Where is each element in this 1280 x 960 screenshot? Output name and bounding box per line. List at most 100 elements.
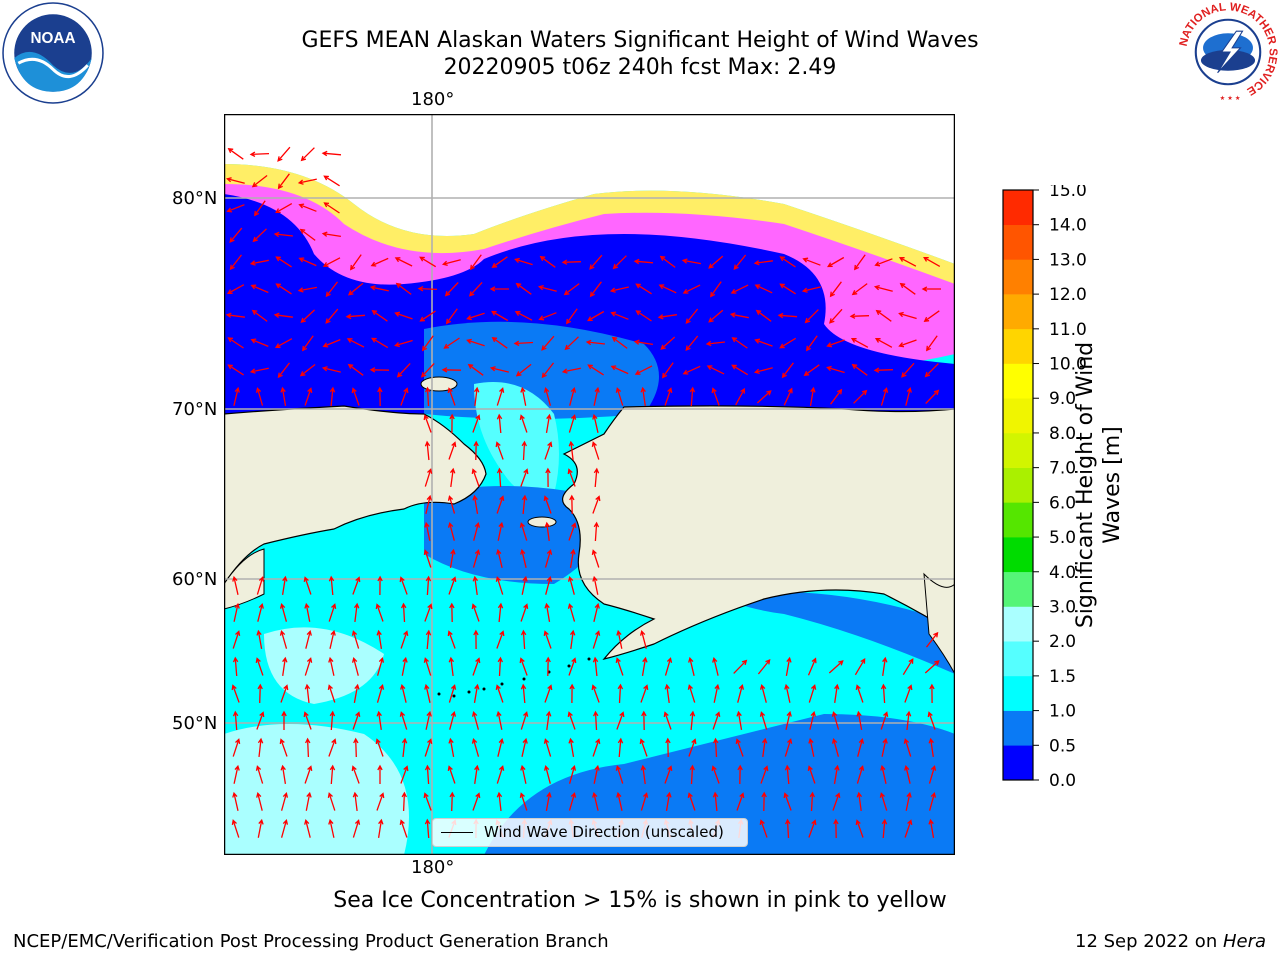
wind-wave-arrow — [257, 602, 264, 622]
colorbar-tick-label: 4.0 — [1049, 563, 1076, 583]
wind-wave-arrow — [275, 256, 292, 268]
wind-wave-arrow — [898, 339, 917, 348]
wind-wave-arrow — [232, 738, 241, 757]
wind-wave-arrow — [634, 365, 653, 375]
wind-wave-arrow — [352, 576, 361, 595]
wind-wave-arrow — [854, 254, 866, 271]
wind-wave-arrow — [659, 255, 676, 268]
wind-wave-arrow — [472, 657, 481, 676]
wind-wave-arrow — [713, 683, 720, 703]
wind-wave-arrow — [256, 576, 265, 595]
wind-wave-arrow — [827, 256, 845, 268]
wind-wave-arrow — [519, 522, 528, 541]
wind-wave-arrow — [424, 738, 433, 757]
wind-wave-arrow — [688, 656, 695, 676]
wind-wave-arrow — [611, 336, 628, 349]
wind-wave-arrow — [520, 711, 529, 730]
wind-wave-arrow — [545, 467, 551, 488]
wind-wave-arrow — [856, 710, 863, 731]
wind-wave-arrow — [569, 548, 576, 569]
wind-wave-arrow — [274, 338, 293, 348]
wind-wave-arrow — [249, 151, 270, 157]
wind-wave-arrow — [567, 711, 576, 730]
wind-wave-arrow — [755, 309, 772, 322]
wind-wave-arrow — [250, 338, 269, 348]
graticule — [224, 114, 955, 855]
wind-wave-arrow — [350, 254, 362, 271]
wind-wave-arrow — [329, 386, 336, 407]
wind-wave-arrow — [256, 711, 265, 730]
wind-wave-arrow — [640, 386, 646, 406]
wind-wave-arrow — [568, 657, 577, 676]
wind-wave-arrow — [497, 656, 503, 677]
wind-wave-arrow — [568, 414, 577, 433]
wind-wave-arrow — [321, 231, 342, 238]
wind-wave-arrow — [881, 737, 888, 757]
colorbar-tick-label: 12.0 — [1049, 285, 1087, 305]
wind-wave-arrow — [567, 603, 576, 622]
wind-wave-arrow — [589, 281, 602, 298]
wind-wave-arrow — [251, 309, 268, 322]
wind-wave-arrow — [473, 521, 481, 541]
wind-wave-arrow — [395, 282, 412, 295]
wind-wave-arrow — [495, 684, 504, 703]
wind-wave-arrow — [474, 764, 480, 784]
wind-wave-arrow — [514, 257, 533, 266]
wind-wave-arrow — [256, 629, 263, 650]
wind-wave-arrow — [298, 203, 317, 212]
wind-wave-arrow — [424, 818, 431, 839]
wind-wave-arrow — [521, 440, 527, 461]
colorbar-tick-label: 0.5 — [1049, 736, 1076, 756]
colorbar-tick-label: 1.5 — [1049, 667, 1076, 687]
wind-wave-arrow — [544, 602, 551, 623]
wind-wave-arrow — [377, 818, 384, 839]
wind-wave-arrow — [784, 738, 793, 757]
wind-wave-arrow — [491, 337, 508, 349]
wind-wave-arrow — [635, 310, 652, 322]
wind-wave-arrow — [305, 737, 311, 758]
wind-wave-arrow — [322, 257, 341, 267]
wind-wave-arrow — [826, 365, 845, 374]
footer-credit: NCEP/EMC/Verification Post Processing Pr… — [13, 931, 609, 952]
wind-wave-arrow — [873, 284, 893, 292]
wind-wave-arrow — [926, 335, 938, 352]
wind-wave-arrow — [424, 521, 431, 541]
wind-wave-arrow — [304, 818, 311, 838]
colorbar-tick-label: 14.0 — [1049, 216, 1087, 236]
wind-wave-arrow — [491, 310, 509, 322]
wind-wave-arrow — [352, 711, 361, 730]
wind-wave-arrow — [347, 363, 364, 376]
wind-wave-arrow — [806, 335, 818, 352]
chukchi-light — [474, 382, 559, 497]
wind-wave-arrow — [830, 388, 843, 405]
wind-wave-arrow — [303, 711, 312, 730]
wind-wave-arrow — [399, 576, 408, 595]
wind-wave-arrow — [617, 737, 624, 758]
colorbar-tick-label: 5.0 — [1049, 528, 1076, 548]
wind-wave-arrow — [616, 711, 625, 730]
wind-wave-arrow — [592, 738, 601, 757]
colorbar-cell — [1003, 537, 1033, 573]
wind-wave-arrow — [754, 338, 773, 347]
wind-wave-arrow — [277, 173, 290, 190]
wind-wave-arrow — [520, 603, 529, 622]
wind-wave-arrow — [401, 656, 408, 676]
lon-label-top: 180° — [411, 89, 455, 110]
wind-wave-arrow — [401, 602, 407, 623]
wind-wave-arrow — [591, 441, 600, 460]
colorbar-cell — [1003, 502, 1033, 538]
wind-wave-arrow — [927, 711, 936, 730]
wind-wave-arrow — [515, 282, 532, 295]
colorbar-tick-label: 6.0 — [1049, 493, 1076, 513]
wind-wave-arrow — [351, 765, 360, 784]
wind-wave-arrow — [706, 365, 725, 375]
wind-wave-arrow — [807, 657, 817, 676]
wind-wave-arrow — [689, 764, 695, 785]
wind-wave-arrow — [399, 819, 408, 838]
wind-wave-arrow — [801, 286, 821, 293]
wind-wave-arrow — [831, 737, 840, 757]
wind-wave-arrow — [232, 575, 239, 595]
wind-wave-arrow — [658, 284, 677, 294]
wind-wave-arrow — [568, 764, 577, 784]
wind-wave-arrow — [851, 283, 868, 296]
